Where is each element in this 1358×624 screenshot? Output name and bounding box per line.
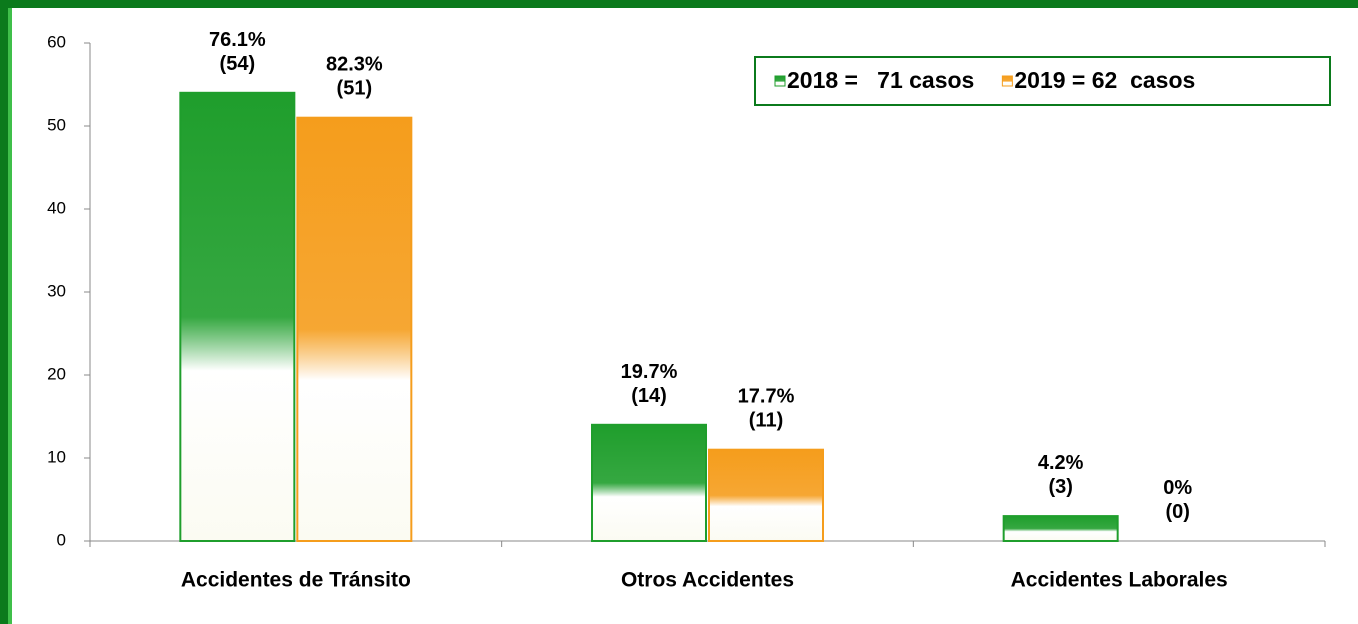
value-label: 0% (0) [1163,477,1192,523]
legend-swatch [1001,75,1013,87]
legend-label: 2019 = 62 casos [1014,67,1195,93]
frame-left [0,0,8,624]
y-tick-label: 0 [57,530,66,549]
y-tick-label: 10 [47,447,66,466]
frame-left-inner [8,8,12,624]
y-tick-label: 20 [47,364,66,383]
x-tick-label: Otros Accidentes [621,569,794,592]
bar [708,448,824,543]
y-tick-label: 50 [47,115,66,134]
legend-label: 2018 = 71 casos [787,67,974,93]
bar [179,91,296,543]
value-label: 4.2% (3) [1038,452,1084,498]
value-label: 19.7% (14) [621,361,678,407]
legend-box [754,56,1331,106]
value-label: 76.1% (54) [209,29,266,75]
bar [296,116,413,542]
y-tick-label: 30 [47,281,66,300]
bar [591,423,707,542]
value-label: 82.3% (51) [326,54,383,100]
y-tick-label: 60 [47,32,66,51]
x-tick-label: Accidentes de Tránsito [181,569,411,592]
y-tick-label: 40 [47,198,66,217]
legend-swatch [774,75,786,87]
frame-top [0,0,1358,8]
value-label: 17.7% (11) [738,386,795,432]
x-tick-label: Accidentes Laborales [1011,569,1228,592]
bar [1002,515,1119,542]
